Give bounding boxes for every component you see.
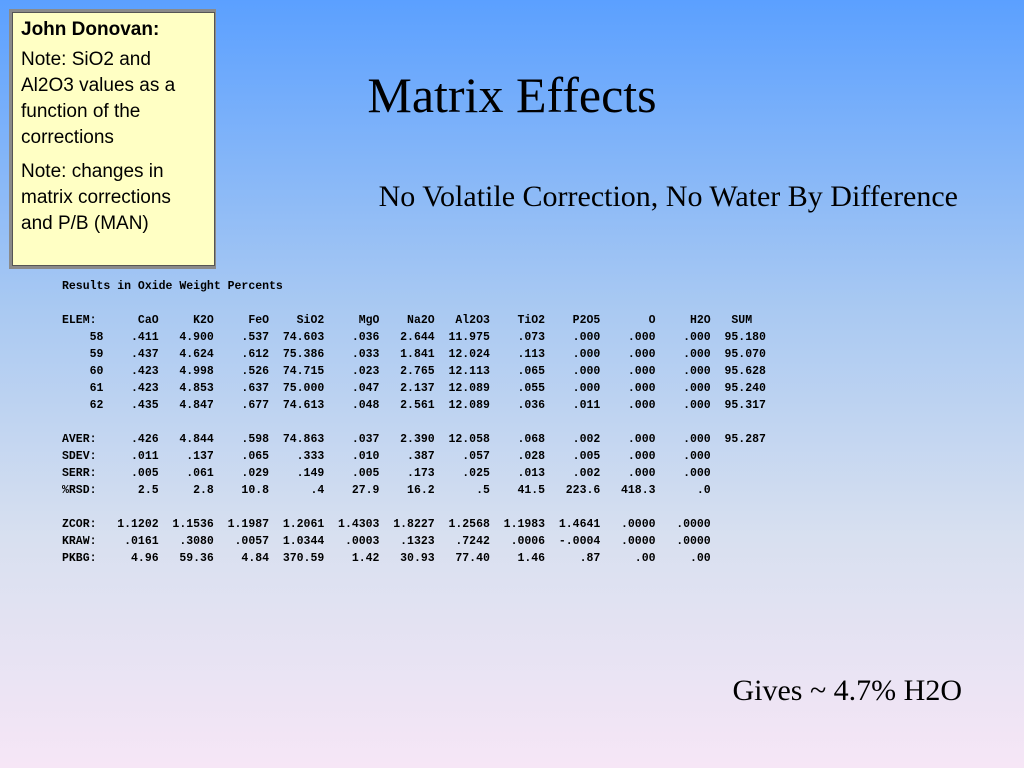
results-header-row: ELEM: CaO K2O FeO SiO2 MgO Na2O Al2O3 Ti… xyxy=(62,314,753,327)
blank-line xyxy=(62,414,766,431)
blank-line xyxy=(62,295,766,312)
results-row-59: 59 .437 4.624 .612 75.386 .033 1.841 12.… xyxy=(62,348,766,361)
results-sdev-row: SDEV: .011 .137 .065 .333 .010 .387 .057… xyxy=(62,450,711,463)
note-author: John Donovan: xyxy=(21,19,160,40)
results-row-60: 60 .423 4.998 .526 74.715 .023 2.765 12.… xyxy=(62,365,766,378)
results-row-62: 62 .435 4.847 .677 74.613 .048 2.561 12.… xyxy=(62,399,766,412)
results-row-61: 61 .423 4.853 .637 75.000 .047 2.137 12.… xyxy=(62,382,766,395)
note-paragraph-2: Note: changes in matrix corrections and … xyxy=(21,161,171,234)
results-row-58: 58 .411 4.900 .537 74.603 .036 2.644 11.… xyxy=(62,331,766,344)
slide-subtitle: No Volatile Correction, No Water By Diff… xyxy=(378,180,958,213)
results-zcor-row: ZCOR: 1.1202 1.1536 1.1987 1.2061 1.4303… xyxy=(62,518,711,531)
results-aver-row: AVER: .426 4.844 .598 74.863 .037 2.390 … xyxy=(62,433,766,446)
results-serr-row: SERR: .005 .061 .029 .149 .005 .173 .025… xyxy=(62,467,711,480)
footer-conclusion: Gives ~ 4.7% H2O xyxy=(732,674,962,707)
blank-line xyxy=(62,499,766,516)
results-kraw-row: KRAW: .0161 .3080 .0057 1.0344 .0003 .13… xyxy=(62,535,711,548)
comment-note: John Donovan: Note: SiO2 and Al2O3 value… xyxy=(12,12,215,266)
note-paragraph-1: Note: SiO2 and Al2O3 values as a functio… xyxy=(21,49,176,148)
note-box-shadow: John Donovan: Note: SiO2 and Al2O3 value… xyxy=(9,9,216,269)
slide-title: Matrix Effects xyxy=(367,67,657,123)
results-rsd-row: %RSD: 2.5 2.8 10.8 .4 27.9 16.2 .5 41.5 … xyxy=(62,484,711,497)
results-pkbg-row: PKBG: 4.96 59.36 4.84 370.59 1.42 30.93 … xyxy=(62,552,711,565)
results-table: Results in Oxide Weight Percents ELEM: Ca… xyxy=(62,278,766,567)
results-heading: Results in Oxide Weight Percents xyxy=(62,280,283,293)
